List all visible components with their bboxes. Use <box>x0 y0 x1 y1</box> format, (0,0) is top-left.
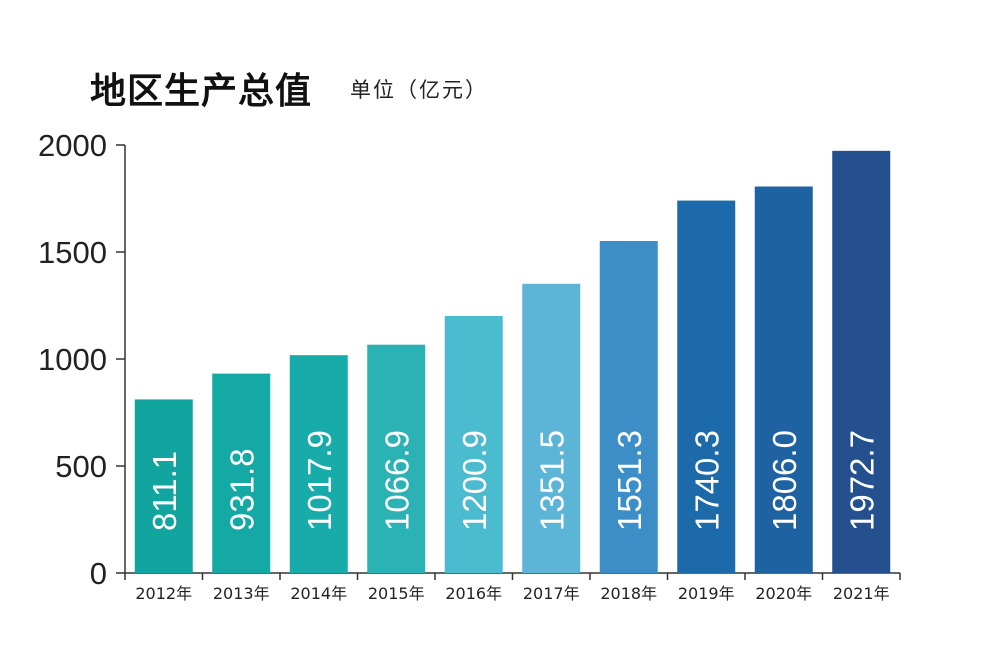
unit-label: 单位（亿元） <box>350 78 488 102</box>
bar <box>677 200 736 573</box>
bar <box>599 241 658 574</box>
x-tick-label: 2021年 <box>833 584 890 603</box>
y-tick-label: 0 <box>90 556 107 591</box>
bar-value-label: 1017.9 <box>301 430 338 531</box>
bar <box>444 316 503 573</box>
x-tick-label: 2018年 <box>600 584 657 603</box>
bar <box>522 283 581 573</box>
bar-value-label: 1972.7 <box>843 430 880 531</box>
y-tick-label: 2000 <box>38 128 107 163</box>
x-tick-label: 2014年 <box>290 584 347 603</box>
x-tick-label: 2013年 <box>213 584 270 603</box>
bar-value-label: 931.8 <box>223 448 260 531</box>
bar-value-label: 1351.5 <box>533 430 570 531</box>
bar-value-label: 811.1 <box>146 451 183 531</box>
bar-value-label: 1066.9 <box>378 430 415 531</box>
bar <box>134 399 193 573</box>
bar-value-label: 1740.3 <box>688 430 725 531</box>
x-tick-label: 2016年 <box>445 584 502 603</box>
bar <box>832 150 891 573</box>
y-tick-label: 500 <box>55 449 107 484</box>
bar <box>212 373 271 573</box>
bar-value-label: 1806.0 <box>766 430 803 531</box>
y-tick-label: 1000 <box>38 342 107 377</box>
bar <box>367 344 426 573</box>
chart-title: 地区生产总值 <box>90 71 313 112</box>
x-tick-label: 2012年 <box>135 584 192 603</box>
bar <box>289 355 348 573</box>
x-tick-label: 2020年 <box>755 584 812 603</box>
x-tick-label: 2017年 <box>523 584 580 603</box>
x-tick-label: 2015年 <box>368 584 425 603</box>
y-tick-label: 1500 <box>38 235 107 270</box>
x-tick-label: 2019年 <box>678 584 735 603</box>
bar-value-label: 1200.9 <box>456 430 493 531</box>
bar <box>754 186 813 574</box>
bar-value-label: 1551.3 <box>611 430 648 531</box>
